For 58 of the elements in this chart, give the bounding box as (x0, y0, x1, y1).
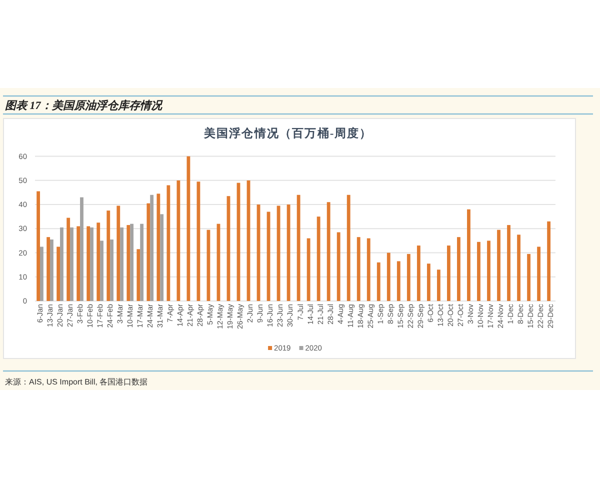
bar (487, 240, 490, 301)
bar (457, 237, 460, 301)
bar (100, 240, 104, 301)
bar (110, 240, 114, 301)
bar (176, 180, 180, 301)
bar (130, 224, 134, 301)
bar (346, 194, 350, 301)
bar (396, 261, 400, 301)
bar (146, 203, 150, 301)
bar (90, 227, 94, 301)
bar (50, 240, 54, 301)
bar (106, 210, 110, 301)
bar (96, 222, 100, 301)
bar (416, 246, 420, 301)
bar (406, 254, 410, 301)
bar (70, 227, 74, 301)
bar (517, 234, 520, 301)
bar (436, 270, 440, 301)
bar (507, 225, 510, 301)
bar (126, 225, 130, 301)
bar (386, 252, 390, 301)
source-note: 来源：AIS, US Import Bill, 各国港口数据 (5, 378, 148, 386)
bar (116, 206, 120, 301)
bar (40, 246, 44, 301)
bar (150, 194, 154, 301)
bar (447, 246, 450, 301)
bar (306, 238, 310, 301)
bar (136, 249, 140, 301)
bar (156, 194, 160, 301)
bar (467, 209, 470, 301)
bar (356, 237, 360, 301)
bar (56, 246, 60, 301)
bar (366, 238, 370, 301)
bar (166, 185, 170, 301)
bar (186, 156, 190, 301)
title: 图表 17：美国原油浮仓库存情况 (5, 100, 162, 112)
bar (547, 221, 550, 301)
bar (120, 227, 124, 301)
bar (86, 226, 90, 301)
bar (76, 226, 80, 301)
bar (140, 224, 144, 301)
bar (527, 254, 530, 301)
subtitle: 美国浮仓情况（百万桶-周度） (204, 128, 372, 140)
bar (80, 197, 84, 301)
bar (336, 232, 340, 301)
bar (326, 202, 330, 301)
bar (426, 264, 430, 301)
bar (160, 214, 164, 301)
bar (66, 218, 70, 301)
bar (537, 246, 540, 301)
bar (477, 242, 480, 301)
bar (497, 230, 500, 301)
bar (376, 262, 380, 301)
bar (60, 227, 64, 301)
bar (316, 216, 320, 301)
bar (296, 194, 300, 301)
bar (36, 191, 40, 301)
bar (46, 237, 50, 301)
